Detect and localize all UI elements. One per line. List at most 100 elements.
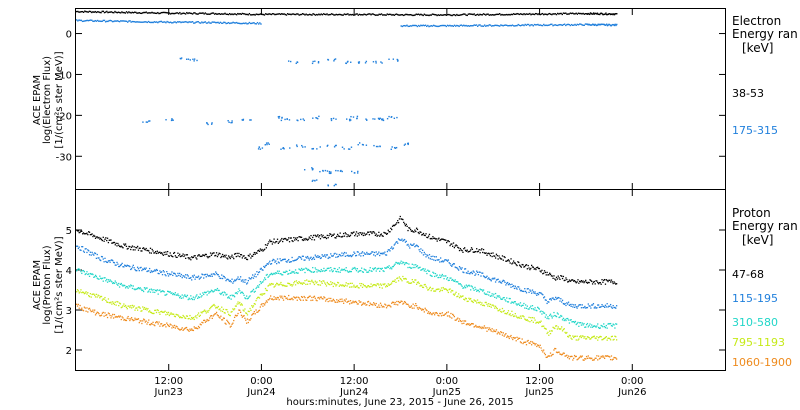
data-point [442,314,444,316]
data-point [440,238,443,240]
data-point [377,253,379,255]
data-point [283,238,286,240]
data-point [359,301,361,303]
data-point [480,289,482,291]
data-point [211,275,213,277]
data-point [120,318,122,321]
data-point [536,321,539,324]
data-point [271,298,274,300]
data-point [482,304,485,306]
data-point [418,306,420,309]
data-point [345,62,348,65]
data-point [518,261,520,264]
data-point [342,302,345,304]
data-point [118,11,121,14]
data-point [582,324,584,326]
data-point [90,273,92,275]
data-point [466,25,468,27]
data-point [592,303,595,305]
data-point [540,310,542,312]
data-point [310,256,312,258]
data-point [412,303,414,305]
data-point [271,243,274,245]
data-point [133,319,135,321]
data-point [313,13,315,16]
data-point [531,316,534,319]
data-point [274,261,276,263]
data-point [441,238,444,240]
data-point [517,303,519,305]
data-point [320,281,322,283]
data-point [224,12,226,15]
data-point [83,233,86,235]
data-point [182,314,184,317]
data-point [234,305,237,307]
data-point [591,304,594,306]
data-point [410,267,413,269]
data-point [152,312,154,315]
data-point [223,317,225,319]
data-point [402,14,405,17]
data-point [87,311,89,313]
data-point [102,280,104,282]
data-point [437,259,439,261]
data-point [566,354,568,356]
data-point [188,12,190,14]
series-310-580 [76,260,618,329]
data-point [239,304,242,306]
data-point [417,308,419,310]
data-point [81,20,84,23]
data-point [453,294,456,296]
data-point [426,236,428,239]
data-point [293,260,295,262]
data-point [161,311,164,313]
data-point [498,309,500,312]
data-point [291,239,293,242]
data-point [107,241,110,244]
data-point [79,19,81,22]
data-point [583,24,586,26]
data-point [259,306,262,308]
data-point [609,279,611,281]
data-point [306,255,309,258]
data-point [290,283,292,286]
data-point [429,311,431,314]
data-point [183,275,185,277]
data-point [354,301,356,303]
data-point [307,14,310,16]
data-point [335,301,337,304]
data-point [322,270,324,272]
data-point [179,275,182,277]
data-point [206,255,208,258]
data-point [494,292,497,295]
data-point [100,237,102,239]
data-point [334,267,336,270]
data-point [435,238,437,240]
data-point [145,21,147,23]
data-point [345,267,347,269]
data-point [397,300,400,303]
data-point [546,302,548,305]
data-point [481,272,483,274]
data-point [580,324,583,326]
data-point [397,242,399,244]
data-point [609,305,611,307]
data-point [242,255,244,257]
data-point [372,304,374,306]
data-point [227,258,229,260]
data-point [125,20,128,23]
data-point [249,253,251,255]
data-point [222,13,224,15]
data-point [530,292,533,294]
data-point [475,273,477,275]
data-point [93,11,95,13]
data-point [494,24,496,26]
data-point [441,260,444,262]
data-point [415,245,417,247]
data-point [307,238,310,240]
data-point [549,355,551,357]
data-point [228,22,231,25]
data-point [344,300,346,302]
data-point [432,312,434,314]
data-point [403,263,406,266]
